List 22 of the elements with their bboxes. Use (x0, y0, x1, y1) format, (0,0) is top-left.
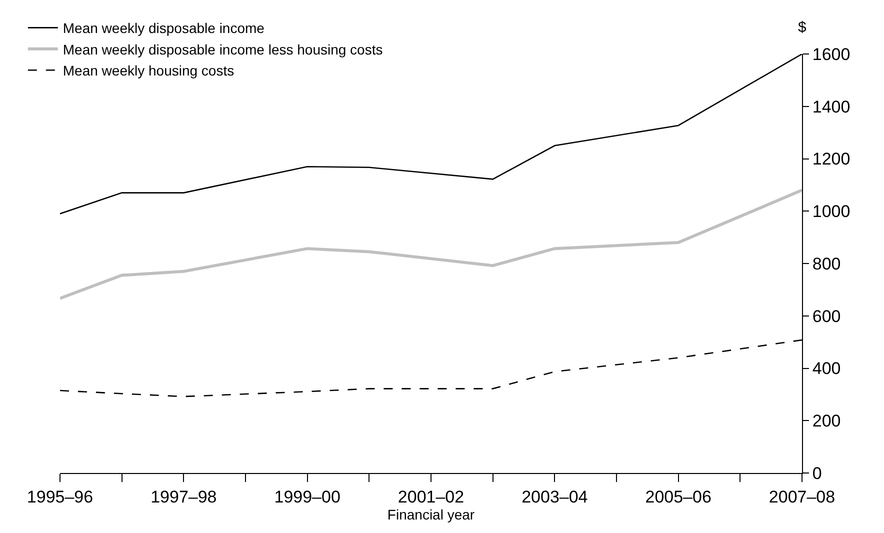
x-tick-label: 2001–02 (398, 487, 464, 506)
y-tick-label: 1000 (812, 202, 850, 222)
legend-label: Mean weekly housing costs (62, 62, 234, 79)
line-series (60, 188, 802, 300)
x-tick-label: 1999–00 (274, 487, 340, 506)
y-tick-label: 1200 (812, 150, 850, 169)
y-tick-label: 1600 (812, 44, 850, 64)
x-tick-label: 2007–08 (768, 487, 836, 506)
y-tick-label: 400 (812, 359, 841, 378)
y-tick-label: 600 (812, 306, 841, 326)
y-tick-label: 0 (812, 464, 822, 483)
x-tick-label: 1997–98 (150, 487, 217, 506)
y-tick-label: 1400 (812, 97, 850, 116)
y-tick-label: 200 (812, 412, 841, 431)
x-tick-label: 2005–06 (645, 487, 712, 506)
y-axis-title: $ (798, 19, 807, 36)
x-axis-title: Financial year (387, 506, 475, 522)
y-tick-label: 800 (812, 254, 841, 274)
x-tick-label: 2003–04 (522, 487, 588, 506)
x-tick-label: 1995–96 (26, 487, 94, 506)
legend-label: Mean weekly disposable income less housing costs (62, 41, 383, 58)
legend-label: Mean weekly disposable income (62, 20, 265, 36)
